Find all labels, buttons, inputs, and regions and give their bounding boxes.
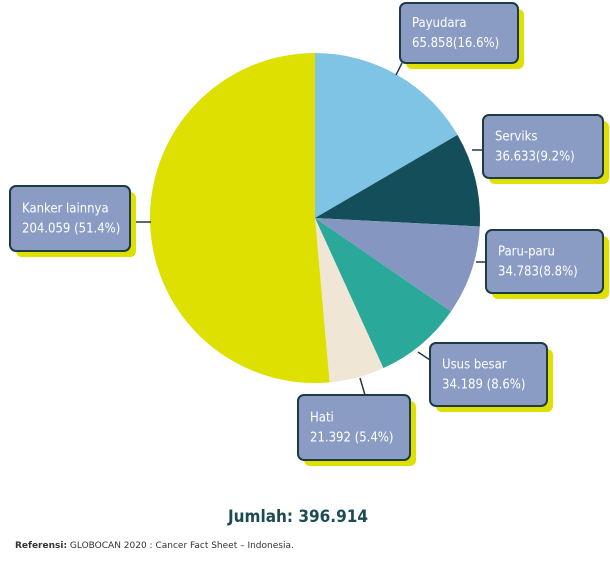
callout: Serviks 36.633(9.2%): [482, 114, 609, 184]
callout-box: [297, 394, 411, 461]
pie-slice: [315, 218, 480, 312]
callout: Usus besar 34.189 (8.6%): [429, 342, 553, 412]
callout: Hati 21.392 (5.4%): [297, 394, 416, 466]
value-label: 36.633(9.2%): [495, 150, 575, 165]
callout-box: [9, 185, 131, 252]
value-label: 65.858(16.6%): [412, 36, 499, 51]
reference-text: GLOBOCAN 2020 : Cancer Fact Sheet – Indo…: [67, 541, 294, 551]
value-label: 21.392 (5.4%): [310, 431, 393, 446]
reference: Referensi: GLOBOCAN 2020 : Cancer Fact S…: [15, 541, 294, 551]
pie-slice: [315, 134, 480, 227]
pie-slice: [315, 218, 451, 369]
category-label: Hati: [310, 411, 334, 426]
total: Jumlah: 396.914: [227, 507, 368, 527]
pie-slice: [315, 53, 458, 218]
value-label: 204.059 (51.4%): [22, 222, 120, 237]
value-label: 34.783(8.8%): [498, 265, 578, 280]
callout-box: [399, 2, 519, 64]
leader-line: [359, 377, 366, 396]
callout-box: [429, 342, 548, 407]
reference-label: Referensi:: [15, 541, 67, 551]
callout: Payudara 65.858(16.6%): [399, 2, 524, 69]
callout: Kanker lainnya 204.059 (51.4%): [9, 185, 136, 257]
callout: Paru-paru 34.783(8.8%): [485, 229, 609, 299]
category-label: Usus besar: [442, 358, 507, 373]
callout-box: [482, 114, 604, 179]
category-label: Payudara: [412, 16, 467, 31]
pie: [149, 53, 480, 383]
category-label: Paru-paru: [498, 245, 555, 260]
callout-box: [485, 229, 604, 294]
category-label: Kanker lainnya: [22, 202, 109, 217]
value-label: 34.189 (8.6%): [442, 378, 525, 393]
category-label: Serviks: [495, 130, 537, 145]
leader-line: [417, 351, 431, 361]
pie-slice: [149, 53, 330, 383]
pie-slice: [315, 218, 384, 383]
leader-line: [395, 62, 403, 76]
